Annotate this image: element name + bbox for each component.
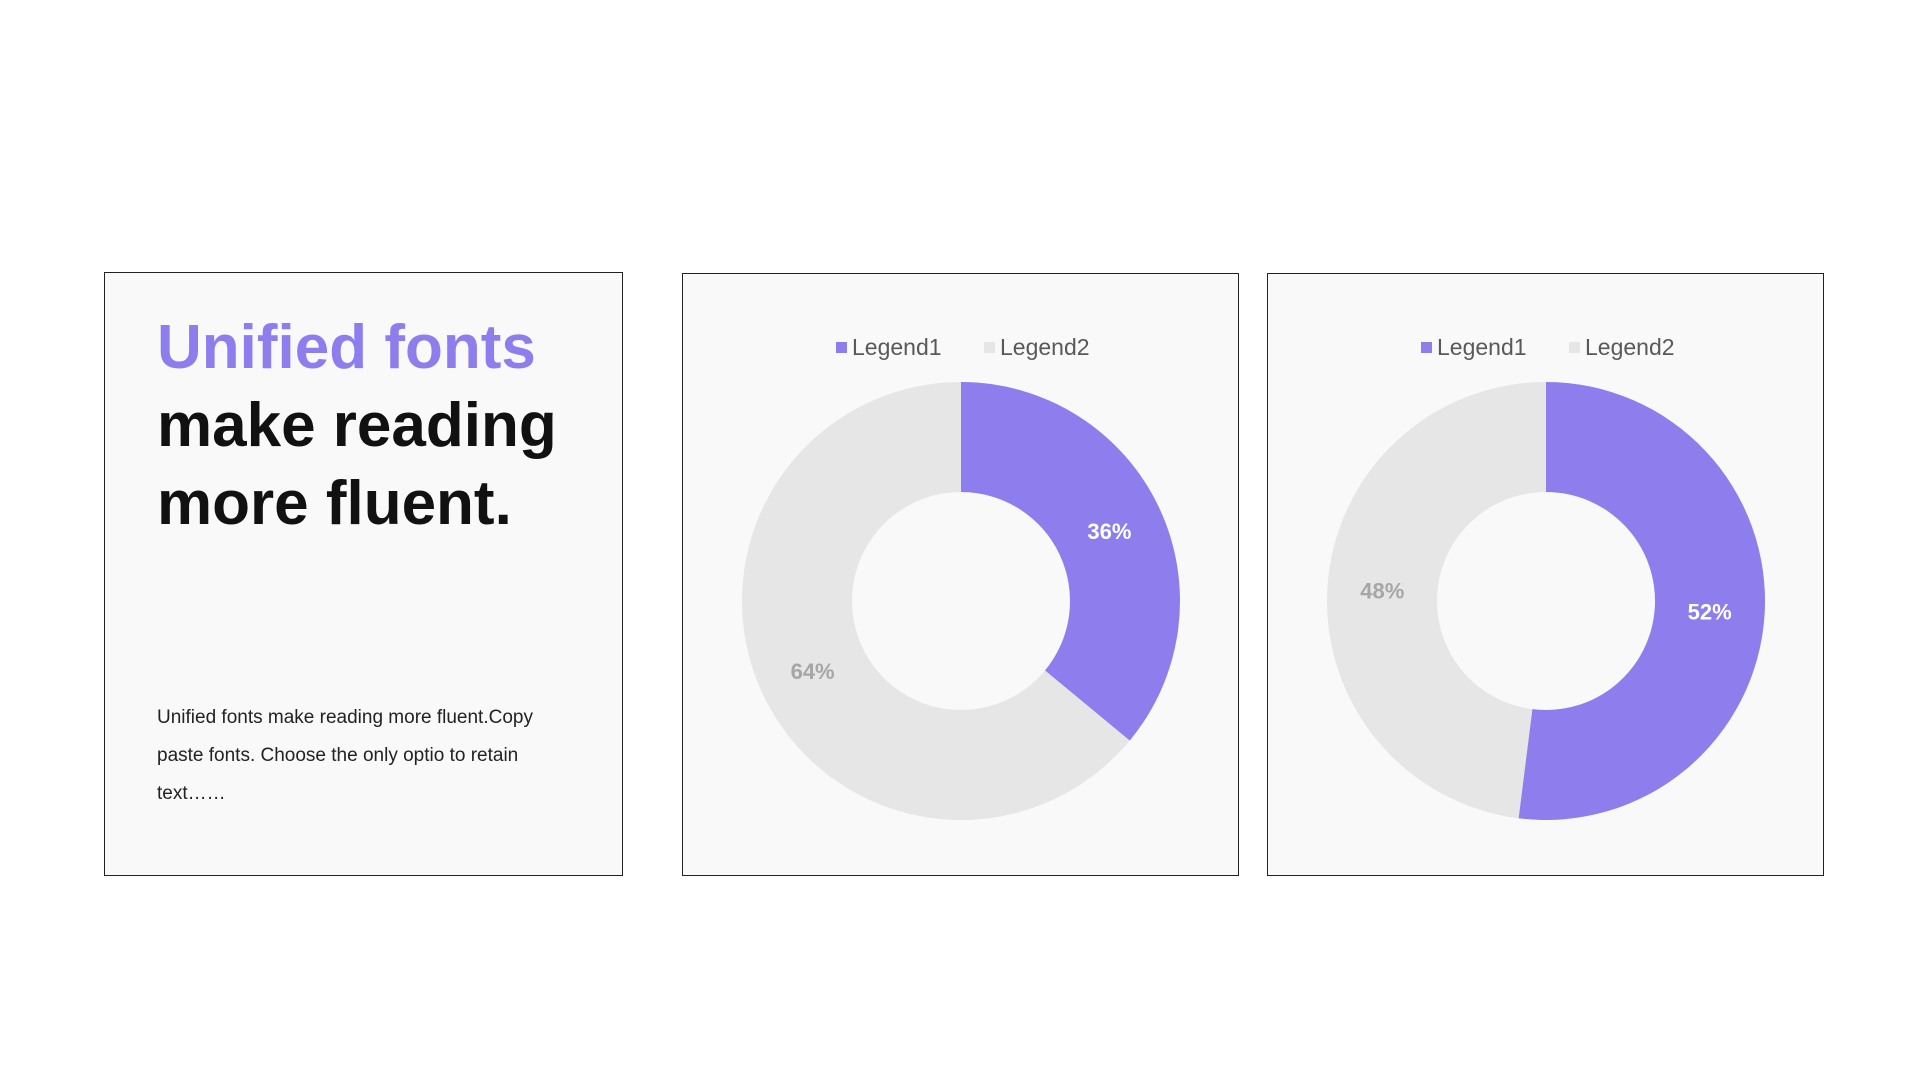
donut-slice-2 — [1327, 382, 1546, 819]
data-label-1: 52% — [1688, 599, 1732, 624]
donut-slice-1 — [961, 382, 1180, 741]
chart-card-2: Legend1 Legend2 52% 48% — [1267, 273, 1824, 876]
chart-card-1: Legend1 Legend2 36% 64% — [682, 273, 1239, 876]
donut-chart-1: Legend1 Legend2 36% 64% — [741, 334, 1180, 820]
data-label-2: 48% — [1360, 579, 1404, 604]
legend-label-1: Legend1 — [1437, 334, 1527, 360]
donut-slice-2 — [741, 382, 1130, 820]
data-label-1: 36% — [1087, 519, 1131, 544]
body-text: Unified fonts make reading more fluent.C… — [157, 707, 533, 804]
headline: Unified fonts make reading more fluent. — [157, 309, 577, 543]
legend-label-1: Legend1 — [852, 334, 942, 360]
donut-slice-1 — [1518, 382, 1766, 820]
legend-label-2: Legend2 — [1000, 334, 1090, 360]
legend-label-2: Legend2 — [1585, 334, 1675, 360]
legend-swatch-1 — [1421, 342, 1432, 353]
headline-accent: Unified fonts — [157, 313, 536, 382]
legend-swatch-1 — [836, 342, 847, 353]
donut-chart-2: Legend1 Legend2 52% 48% — [1327, 334, 1766, 820]
text-card: Unified fonts make reading more fluent. … — [104, 272, 623, 876]
data-label-2: 64% — [791, 659, 835, 684]
legend-swatch-2 — [1569, 342, 1580, 353]
legend-swatch-2 — [984, 342, 995, 353]
headline-rest: make reading more fluent. — [157, 391, 557, 538]
